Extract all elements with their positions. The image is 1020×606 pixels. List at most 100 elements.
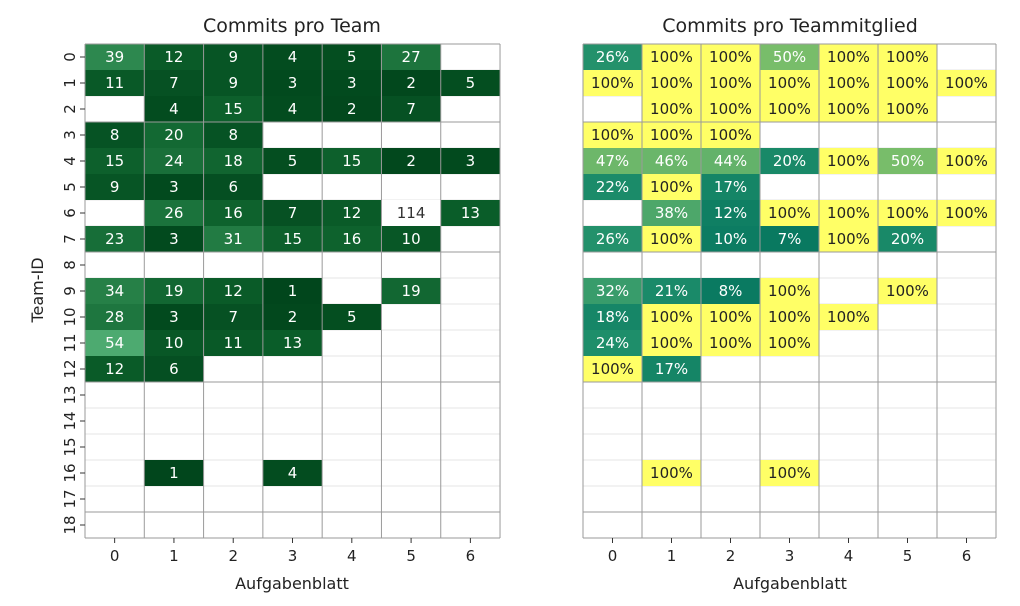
right-cell-label: 100%	[709, 48, 752, 66]
right-heatmap-cell	[819, 148, 878, 174]
right-heatmap-cell	[878, 278, 937, 304]
right-cell-label: 44%	[714, 152, 747, 170]
right-x-tick-label: 1	[667, 547, 677, 565]
left-cell-label: 8	[110, 126, 120, 144]
left-heatmap-cell	[203, 174, 263, 200]
left-y-tick-label: 12	[61, 359, 79, 378]
left-heatmap-cell	[322, 70, 382, 96]
right-heatmap-cell	[642, 70, 701, 96]
left-cell-label: 19	[164, 282, 183, 300]
right-heatmap-cell	[701, 330, 760, 356]
right-cell-label: 46%	[655, 152, 688, 170]
left-heatmap-cell	[381, 278, 441, 304]
left-cell-label: 2	[288, 308, 298, 326]
right-cell-label: 100%	[650, 230, 693, 248]
left-heatmap-cell	[440, 200, 501, 226]
right-heatmap-cell	[583, 226, 642, 252]
left-x-tick-label: 4	[347, 547, 357, 565]
left-heatmap-cell	[322, 148, 382, 174]
left-heatmap-cell	[203, 96, 263, 122]
left-y-tick-label: 13	[61, 385, 79, 404]
right-cell-label: 100%	[709, 334, 752, 352]
right-heatmap-cell	[642, 44, 701, 70]
left-cell-label: 6	[169, 360, 179, 378]
left-cell-label: 24	[164, 152, 183, 170]
right-heatmap-cell	[760, 148, 819, 174]
left-heatmap-cell	[262, 226, 323, 252]
left-x-tick-label: 2	[228, 547, 238, 565]
left-heatmap-cell	[203, 122, 263, 148]
left-cell-label: 4	[288, 464, 298, 482]
right-cell-label: 100%	[886, 282, 929, 300]
right-heatmap-cell	[701, 70, 760, 96]
left-x-tick-label: 5	[406, 547, 416, 565]
right-cell-label: 50%	[891, 152, 924, 170]
right-cell-label: 100%	[945, 152, 988, 170]
right-x-axis-label: Aufgabenblatt	[733, 574, 847, 593]
left-cell-label: 114	[397, 204, 426, 222]
left-cell-label: 1	[288, 282, 298, 300]
left-heatmap-cell	[440, 148, 501, 174]
left-cell-label: 9	[228, 48, 238, 66]
right-heatmap-cell	[583, 122, 642, 148]
left-heatmap-cell	[85, 330, 145, 356]
right-cell-label: 100%	[768, 334, 811, 352]
left-y-tick-label: 14	[61, 411, 79, 430]
left-cell-label: 13	[283, 334, 302, 352]
right-heatmap-cell	[583, 356, 642, 382]
right-cell-label: 100%	[650, 74, 693, 92]
left-x-axis-label: Aufgabenblatt	[235, 574, 349, 593]
right-heatmap-cell	[583, 44, 642, 70]
right-heatmap-cell	[583, 304, 642, 330]
right-heatmap-cell	[701, 278, 760, 304]
left-cell-label: 16	[224, 204, 243, 222]
left-heatmap-cell	[203, 44, 263, 70]
right-heatmap-cell	[760, 44, 819, 70]
right-heatmap-cell	[701, 304, 760, 330]
right-heatmap-cell	[583, 330, 642, 356]
left-heatmap-cell	[322, 226, 382, 252]
right-heatmap-cell	[760, 96, 819, 122]
left-heatmap-cell	[144, 226, 204, 252]
left-heatmap-cell	[85, 278, 145, 304]
right-heatmap-cell	[760, 200, 819, 226]
left-cell-label: 13	[461, 204, 480, 222]
left-heatmap-cell	[144, 70, 204, 96]
right-heatmap-cell	[642, 148, 701, 174]
right-cell-label: 100%	[650, 308, 693, 326]
right-cell-label: 100%	[650, 100, 693, 118]
left-cell-label: 5	[347, 308, 357, 326]
right-heatmap-cell	[937, 148, 996, 174]
left-cell-label: 8	[228, 126, 238, 144]
left-cell-label: 28	[105, 308, 124, 326]
left-cell-label: 10	[402, 230, 421, 248]
right-cell-label: 100%	[709, 308, 752, 326]
right-heatmap-cell	[819, 200, 878, 226]
right-heatmap-cell	[583, 278, 642, 304]
left-cell-label: 4	[169, 100, 179, 118]
right-cell-label: 100%	[650, 48, 693, 66]
right-cell-label: 100%	[886, 204, 929, 222]
left-heatmap-cell	[203, 148, 263, 174]
left-x-tick-label: 6	[466, 547, 476, 565]
right-cell-label: 100%	[768, 282, 811, 300]
right-heatmap-cell	[642, 304, 701, 330]
left-heatmap-cell	[381, 226, 441, 252]
left-heatmap-cell	[144, 304, 204, 330]
right-heatmap-cell	[642, 330, 701, 356]
left-heatmap-cell	[144, 460, 204, 486]
left-heatmap-cell	[262, 148, 323, 174]
left-cell-label: 12	[224, 282, 243, 300]
left-y-tick-label: 11	[61, 333, 79, 352]
left-cell-label: 23	[105, 230, 124, 248]
right-cell-label: 38%	[655, 204, 688, 222]
left-y-tick-label: 16	[61, 463, 79, 482]
left-y-tick-label: 10	[61, 307, 79, 326]
left-cell-label: 15	[342, 152, 361, 170]
left-cell-label: 12	[342, 204, 361, 222]
right-heatmap-cell	[701, 226, 760, 252]
left-cell-label: 3	[169, 230, 179, 248]
right-cell-label: 12%	[714, 204, 747, 222]
right-heatmap-cell	[819, 70, 878, 96]
right-cell-label: 17%	[655, 360, 688, 378]
